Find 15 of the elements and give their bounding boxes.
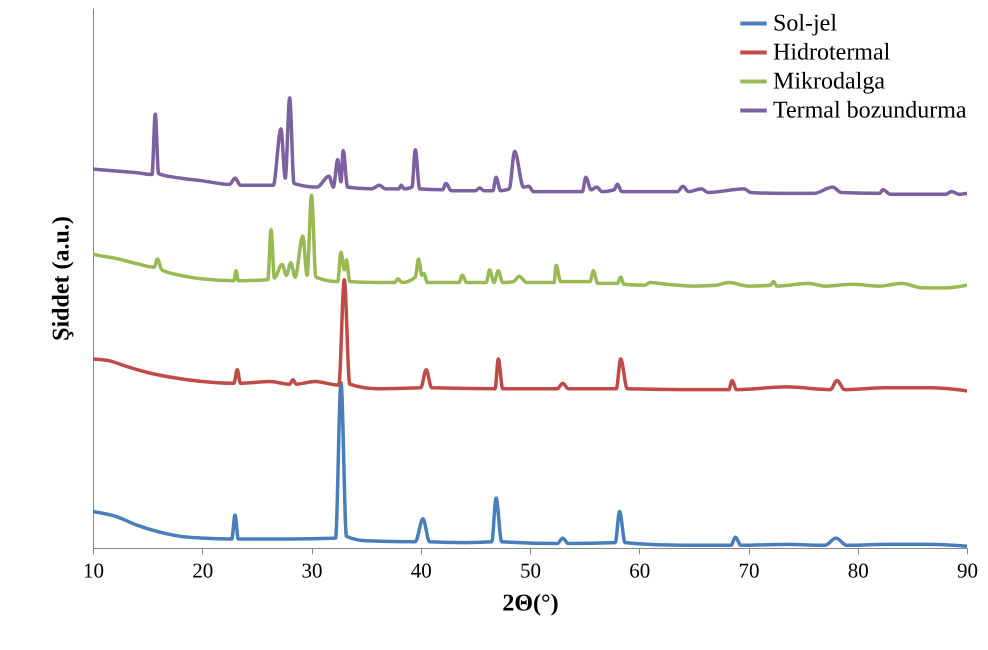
y-axis-title: Şiddet (a.u.) xyxy=(48,216,74,341)
x-tick-label: 20 xyxy=(192,558,214,582)
x-tick-label: 60 xyxy=(629,558,650,582)
legend-label: Sol-jel xyxy=(773,10,838,36)
legend-label: Termal bozundurma xyxy=(773,98,967,124)
x-tick-label: 70 xyxy=(738,558,760,582)
x-tick-label: 40 xyxy=(410,558,432,582)
x-tick-label: 80 xyxy=(848,558,869,582)
x-tick-label: 30 xyxy=(302,558,322,582)
x-tick-label: 90 xyxy=(957,558,978,582)
legend-label: Mikrodalga xyxy=(773,68,886,94)
x-tick-label: 50 xyxy=(520,558,541,582)
x-tick-label: 10 xyxy=(83,558,104,582)
x-axis-title: 2Θ(°) xyxy=(502,590,559,616)
legend-label: Hidrotermal xyxy=(773,40,891,66)
